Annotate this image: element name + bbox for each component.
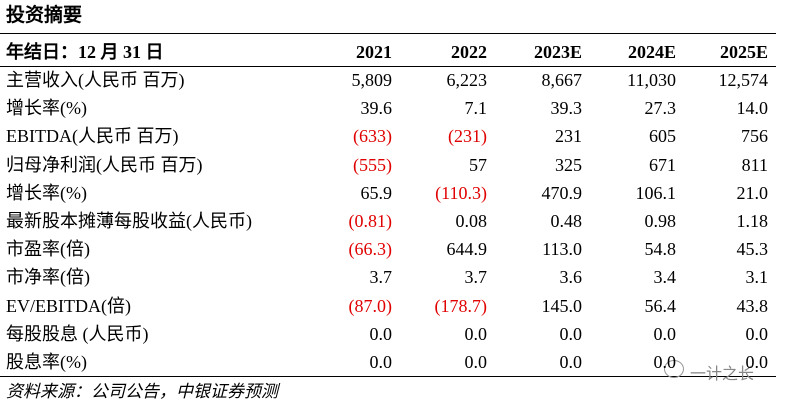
cell: 0.0 [464,352,488,372]
cell: 0.0 [745,352,769,372]
cell: (231) [448,126,487,147]
cell: 3.6 [559,267,583,288]
cell: (87.0) [348,295,393,316]
row-label: 市净率(倍) [6,267,90,288]
cell: 11,030 [627,70,676,90]
cell: 3.7 [464,267,488,288]
column-header: 2023E [533,42,582,62]
cell: 56.4 [644,295,677,316]
cell: 21.0 [736,182,769,203]
source-note: 资料来源：公司公告，中银证券预测 [6,382,278,401]
column-header: 2021 [356,42,392,62]
cell: 7.1 [464,98,488,119]
row-label: 市盈率(倍) [6,239,90,260]
cell: 27.3 [644,98,677,119]
rule [0,33,776,34]
cell: (0.81) [348,211,393,231]
row-label: 主营收入(人民币 百万) [6,70,185,90]
cell: 0.0 [369,352,393,372]
cell: 1.18 [736,211,769,231]
cell: 0.0 [369,323,393,344]
cell: 6,223 [446,70,488,90]
cell: 0.98 [644,211,677,231]
rule [0,66,776,67]
cell: 0.0 [653,323,677,344]
cell: 3.4 [653,267,677,288]
watermark-icon [664,360,684,378]
cell: 12,574 [718,70,769,90]
cell: (633) [353,126,392,147]
cell: 113.0 [542,239,582,260]
cell: 811 [741,154,768,175]
cell: 14.0 [736,98,769,119]
row-label: 增长率(%) [6,182,87,203]
row-label: 每股股息 (人民币) [6,323,149,344]
cell: 756 [741,126,768,147]
cell: 5,809 [351,70,393,90]
cell: 39.6 [360,98,393,119]
cell: 0.48 [550,211,583,231]
row-label: 归母净利润(人民币 百万) [6,154,203,175]
title: 投资摘要 [6,5,83,26]
cell: 54.8 [644,239,677,260]
cell: 231 [555,126,582,147]
column-header: 2022 [451,42,487,62]
column-header: 年结日：12 月 31 日 [6,42,164,62]
cell: 3.1 [745,267,769,288]
row-label: 增长率(%) [6,98,87,119]
cell: (178.7) [434,295,488,316]
column-header: 2025E [719,42,768,62]
cell: 644.9 [446,239,488,260]
row-label: 最新股本摊薄每股收益(人民币) [6,211,252,231]
cell: 605 [649,126,676,147]
row-label: 股息率(%) [6,352,87,372]
cell: 0.0 [745,323,769,344]
row-label: EV/EBITDA(倍) [6,295,131,316]
cell: 325 [555,154,582,175]
cell: 8,667 [541,70,583,90]
cell: 0.0 [559,323,583,344]
row-label: EBITDA(人民币 百万) [6,126,179,147]
cell: 0.08 [455,211,488,231]
cell: 0.0 [464,323,488,344]
watermark: 一计之长 [690,364,755,383]
cell: 145.0 [541,295,583,316]
column-header: 2024E [627,42,676,62]
rule [0,376,776,377]
cell: 3.7 [369,267,393,288]
cell: 0.0 [559,352,583,372]
cell: 106.1 [635,182,677,203]
cell: (66.3) [348,239,393,260]
cell: 0.0 [653,352,677,372]
cell: 43.8 [736,295,769,316]
cell: 671 [649,154,676,175]
cell: 65.9 [360,182,393,203]
cell: 39.3 [550,98,583,119]
cell: 470.9 [541,182,583,203]
cell: (110.3) [435,182,487,203]
cell: (555) [353,154,392,175]
cell: 45.3 [736,239,769,260]
cell: 57 [469,154,487,175]
